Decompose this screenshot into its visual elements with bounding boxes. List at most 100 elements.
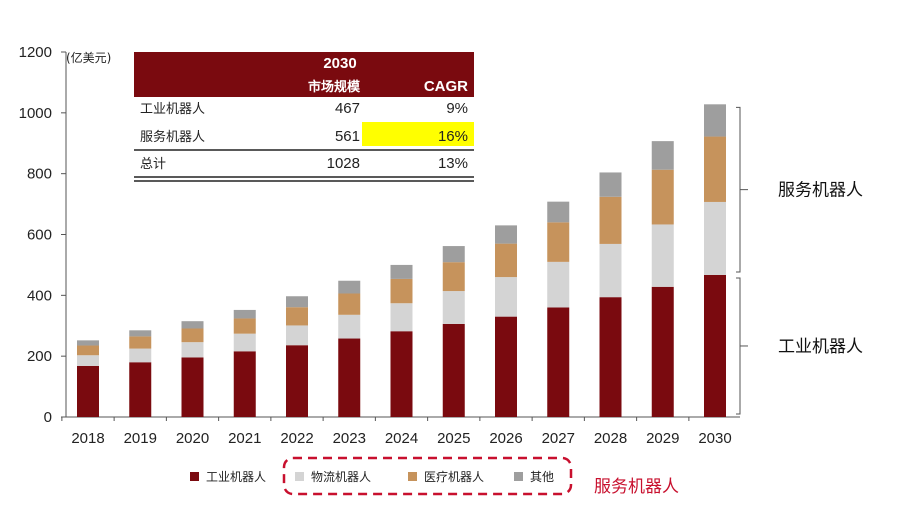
bar-segment [338,280,361,294]
bar-segment [286,307,308,326]
bar-segment [77,365,99,417]
bar-segment [704,104,726,137]
table-cagr-value: 16% [438,128,468,145]
table-row-label: 总计 [140,157,166,172]
legend-label: 医疗机器人 [424,470,484,484]
x-tick-label: 2030 [698,430,731,447]
legend-label: 其他 [530,470,554,484]
bar-segment [495,225,517,244]
bar-segment [704,136,726,202]
bar-segment [286,325,308,346]
y-axis-unit-label: (亿美元) [66,50,111,65]
bar-segment [129,336,152,349]
bar-segment [547,307,570,417]
x-tick-label: 2020 [176,430,209,447]
inset-table: 2030 市场规模 CAGR 工业机器人 467 9% 服务机器人 561 16% 总计 1028 1… [134,52,474,182]
bar-segment [704,201,726,275]
bar-segment [77,355,99,366]
bar-segment [181,321,204,329]
y-tick-label: 800 [27,166,52,183]
bar-segment [390,303,413,332]
legend-swatch [295,472,304,481]
bar-segment [651,224,674,287]
table-row-label: 工业机器人 [140,102,205,117]
table-col-header: CAGR [424,78,468,95]
y-tick-label: 200 [27,348,52,365]
bar-segment [181,342,204,358]
bars [77,104,726,417]
bar-segment [599,196,622,244]
y-tick-label: 1000 [19,105,52,122]
bar-segment [547,201,570,223]
table-col-header: 市场规模 [308,79,361,95]
bar-segment [338,314,361,339]
bar-segment [442,262,465,292]
bar-segment [442,291,465,324]
bar-segment [129,330,152,337]
bar-segment [233,318,256,334]
y-tick-label: 400 [27,287,52,304]
bar-segment [77,345,99,356]
bracket-label: 服务机器人 [778,181,863,201]
bar-segment [286,345,308,417]
table-cagr-value: 9% [446,100,468,117]
bar-segment [233,309,256,319]
legend-label: 物流机器人 [311,470,371,484]
bar-segment [599,297,622,417]
bar-segment [442,246,465,263]
bar-segment [651,286,674,417]
x-tick-label: 2021 [228,430,261,447]
bar-segment [599,172,622,197]
bar-segment [233,351,256,417]
axes: 0 200 400 600 800 1000 1200 2018 2019 2020 2021 202… [19,44,740,447]
table-year-header: 2030 [323,55,356,72]
x-tick-label: 2026 [489,430,522,447]
table-size-value: 467 [335,100,360,117]
bar-segment [77,340,99,346]
x-tick-label: 2027 [542,430,575,447]
bar-segment [547,222,570,262]
legend-swatch [514,472,523,481]
bar-segment [338,293,361,315]
bar-segment [390,331,413,417]
bar-segment [129,362,152,417]
bracket-line [736,277,741,415]
table-size-value: 1028 [327,155,360,172]
legend: 工业机器人 物流机器人 医疗机器人 其他 服务机器人 [190,456,679,497]
bar-segment [495,243,517,278]
bar-segment [390,278,413,304]
bracket-line [736,106,741,273]
x-tick-label: 2025 [437,430,470,447]
service-robot-group-label: 服务机器人 [594,477,679,497]
service-robot-group-box [282,456,573,496]
bar-segment [286,296,308,308]
bar-segment [233,333,256,352]
bar-segment [495,277,517,317]
x-tick-label: 2023 [333,430,366,447]
bar-segment [651,141,674,170]
y-tick-label: 0 [44,409,52,426]
bar-segment [599,243,622,298]
table-size-value: 561 [335,128,360,145]
bar-segment [338,338,361,417]
bar-segment [181,328,204,343]
legend-swatch [190,472,199,481]
bar-segment [181,357,204,417]
x-tick-label: 2028 [594,430,627,447]
legend-swatch [408,472,417,481]
table-highlight-cell [362,122,474,146]
bar-segment [704,274,726,417]
x-tick-label: 2029 [646,430,679,447]
bar-segment [442,323,465,417]
x-tick-label: 2022 [280,430,313,447]
table-header-bg [134,52,474,97]
y-tick-label: 1200 [19,44,52,61]
bar-segment [495,316,517,417]
x-tick-label: 2024 [385,430,418,447]
x-tick-label: 2018 [71,430,104,447]
bracket-label: 工业机器人 [778,337,863,357]
y-tick-label: 600 [27,227,52,244]
bar-segment [129,348,152,363]
